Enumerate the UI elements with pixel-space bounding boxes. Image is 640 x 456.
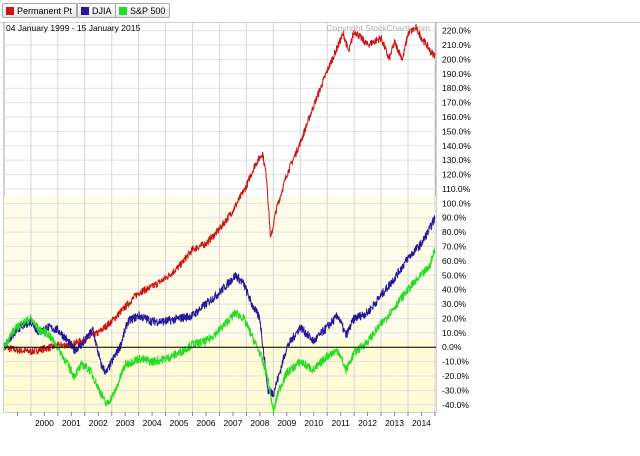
x-tick-label: 2003 <box>116 418 135 428</box>
y-tick-label: 100.0% <box>442 198 471 208</box>
x-tick-label: 2007 <box>223 418 242 428</box>
y-tick-label: 50.0% <box>442 270 467 280</box>
x-tick-label: 2008 <box>250 418 269 428</box>
x-tick-label: 2010 <box>304 418 323 428</box>
y-tick-label: 200.0% <box>442 54 471 64</box>
legend-item-permanent-pt[interactable]: Permanent Pt <box>2 3 78 18</box>
series-line-2 <box>3 215 436 398</box>
y-tick-label: -40.0% <box>442 400 469 410</box>
y-tick-label: -10.0% <box>442 357 469 367</box>
legend-item-sp500[interactable]: S&P 500 <box>115 3 171 18</box>
series-line-1 <box>3 24 436 355</box>
x-tick-label: 2004 <box>143 418 162 428</box>
legend-bar: Permanent Pt DJIA S&P 500 <box>0 0 640 23</box>
watermark: Copyright StockCharts.com <box>327 23 430 33</box>
x-tick-label: 2009 <box>277 418 296 428</box>
y-tick-label: 220.0% <box>442 26 471 36</box>
y-tick-label: 30.0% <box>442 299 467 309</box>
x-tick-label: 2012 <box>358 418 377 428</box>
y-tick-label: 0.0% <box>442 342 462 352</box>
legend-label: DJIA <box>92 6 112 16</box>
y-tick-label: 60.0% <box>442 256 467 266</box>
y-tick-label: 180.0% <box>442 83 471 93</box>
legend-label: Permanent Pt <box>17 6 73 16</box>
x-tick-label: 2005 <box>170 418 189 428</box>
y-tick-label: 40.0% <box>442 285 467 295</box>
x-tick-label: 2000 <box>35 418 54 428</box>
x-tick-label: 2013 <box>385 418 404 428</box>
djia-swatch <box>81 7 89 15</box>
y-tick-label: 20.0% <box>442 313 467 323</box>
date-range: 04 January 1999 - 15 January 2015 <box>6 23 140 33</box>
x-tick-label: 2006 <box>197 418 216 428</box>
x-tick-label: 2001 <box>62 418 81 428</box>
y-tick-label: 130.0% <box>442 155 471 165</box>
sp500-swatch <box>119 7 127 15</box>
y-tick-label: 160.0% <box>442 112 471 122</box>
y-tick-label: 150.0% <box>442 126 471 136</box>
x-tick-label: 2014 <box>412 418 431 428</box>
legend-label: S&P 500 <box>130 6 166 16</box>
y-tick-label: 210.0% <box>442 40 471 50</box>
y-tick-label: 140.0% <box>442 141 471 151</box>
legend-item-djia[interactable]: DJIA <box>77 3 117 18</box>
y-tick-label: 90.0% <box>442 213 467 223</box>
y-tick-label: 190.0% <box>442 69 471 79</box>
y-tick-label: 120.0% <box>442 170 471 180</box>
y-tick-label: 170.0% <box>442 98 471 108</box>
y-tick-label: 110.0% <box>442 184 471 194</box>
x-tick-label: 2011 <box>332 418 351 428</box>
y-tick-label: -20.0% <box>442 371 469 381</box>
line-chart: 04 January 1999 - 15 January 2015 Copyri… <box>3 22 471 428</box>
x-tick-label: 2002 <box>89 418 108 428</box>
permanent-pt-swatch <box>6 7 14 15</box>
y-tick-label: -30.0% <box>442 385 469 395</box>
y-tick-label: 10.0% <box>442 328 467 338</box>
y-tick-label: 80.0% <box>442 227 467 237</box>
y-tick-label: 70.0% <box>442 242 467 252</box>
